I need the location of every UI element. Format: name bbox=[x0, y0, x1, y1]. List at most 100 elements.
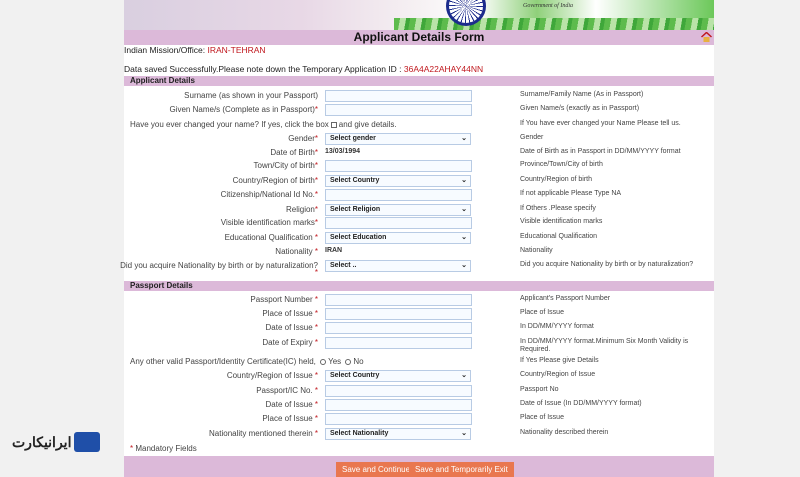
footer-bar: Save and Continue Save and Temporarily E… bbox=[124, 456, 714, 477]
hint: If Others .Please specify bbox=[520, 205, 596, 212]
page-title-bar: Applicant Details Form bbox=[124, 30, 714, 45]
row-given-name: Given Name/s (Complete as in Passport)* G… bbox=[124, 104, 714, 118]
label: Surname (as shown in your Passport) bbox=[184, 91, 318, 100]
country-birth-select[interactable]: Select Country ⌄ bbox=[325, 175, 471, 187]
mission-info: Indian Mission/Office: IRAN-TEHRAN bbox=[124, 45, 266, 55]
label: Given Name/s (Complete as in Passport)* bbox=[169, 105, 318, 114]
home-icon[interactable] bbox=[701, 32, 712, 42]
hint: In DD/MM/YYYY format bbox=[520, 323, 594, 330]
label: Religion* bbox=[285, 205, 318, 214]
application-id: 36A4A22AHAY44NN bbox=[403, 64, 484, 74]
save-exit-button[interactable]: Save and Temporarily Exit bbox=[409, 462, 514, 477]
label: Nationality mentioned therein * bbox=[209, 429, 318, 438]
hint: Nationality described therein bbox=[520, 429, 609, 436]
logo-mark-icon bbox=[74, 432, 101, 452]
chevron-down-icon: ⌄ bbox=[461, 135, 467, 142]
row-place-of-issue: Place of Issue * Place of Issue bbox=[124, 308, 714, 322]
row-passport-number: Passport Number * Applicant's Passport Nu… bbox=[124, 294, 714, 308]
row-changed-name: Have you ever changed your name? If yes,… bbox=[124, 119, 714, 133]
mission-value: IRAN-TEHRAN bbox=[207, 45, 266, 55]
hint: Educational Qualification bbox=[520, 233, 598, 240]
religion-select[interactable]: Select Religion ⌄ bbox=[325, 204, 471, 216]
hint: Passport No bbox=[520, 386, 559, 393]
label: Did you acquire Nationality by birth or … bbox=[120, 261, 318, 270]
hint: Did you acquire Nationality by birth or … bbox=[520, 261, 694, 268]
label: Place of Issue * bbox=[262, 414, 318, 423]
hint: In DD/MM/YYYY format.Minimum Six Month V… bbox=[520, 338, 689, 353]
gender-select[interactable]: Select gender ⌄ bbox=[325, 133, 471, 145]
place-of-issue-input[interactable] bbox=[325, 308, 472, 320]
label: Country/Region of Issue * bbox=[226, 371, 318, 380]
label: Educational Qualification * bbox=[224, 233, 318, 242]
label: Passport/IC No. * bbox=[256, 386, 318, 395]
row-date-of-expiry: Date of Expiry * In DD/MM/YYYY format.Min… bbox=[124, 337, 714, 353]
mandatory-text: * Mandatory Fields bbox=[130, 444, 197, 453]
value: Select Nationality bbox=[330, 430, 389, 437]
value: Select gender bbox=[330, 135, 376, 142]
hint: Given Name/s (exactly as in Passport) bbox=[520, 105, 640, 112]
ic-country-select[interactable]: Select Country ⌄ bbox=[325, 370, 471, 382]
save-message: Data saved Successfully.Please note down… bbox=[124, 64, 483, 74]
form-page: Government of India Applicant Details Fo… bbox=[120, 0, 714, 477]
given-name-input[interactable] bbox=[325, 104, 472, 116]
chevron-down-icon: ⌄ bbox=[461, 234, 467, 241]
ashoka-chakra-icon bbox=[446, 0, 486, 26]
label: Gender* bbox=[288, 134, 318, 143]
chevron-down-icon: ⌄ bbox=[461, 430, 467, 437]
row-surname: Surname (as shown in your Passport) Surna… bbox=[124, 90, 714, 104]
value: Select Country bbox=[330, 177, 380, 184]
hint: Nationality bbox=[520, 247, 553, 254]
value: Select .. bbox=[330, 262, 357, 269]
surname-input[interactable] bbox=[325, 90, 472, 102]
ic-no-input[interactable] bbox=[325, 385, 472, 397]
row-country-birth: Country/Region of birth* Select Country ⌄ C… bbox=[124, 175, 714, 189]
row-marks: Visible identification marks* Visible ide… bbox=[124, 217, 714, 231]
required-mark: * bbox=[314, 268, 318, 277]
save-text: Data saved Successfully.Please note down… bbox=[124, 64, 402, 74]
date-of-issue-input[interactable] bbox=[325, 322, 472, 334]
date-of-expiry-input[interactable] bbox=[325, 337, 472, 349]
ic-nationality-select[interactable]: Select Nationality ⌄ bbox=[325, 428, 471, 440]
ic-place-input[interactable] bbox=[325, 413, 472, 425]
row-ic-country: Country/Region of Issue * Select Country ⌄… bbox=[124, 370, 714, 384]
acquire-select[interactable]: Select .. ⌄ bbox=[325, 260, 471, 272]
row-gender: Gender* Select gender ⌄ Gender bbox=[124, 133, 714, 147]
label: Nationality * bbox=[275, 247, 318, 256]
value: Select Religion bbox=[330, 206, 381, 213]
mandatory-note: * Mandatory Fields bbox=[124, 443, 714, 457]
chevron-down-icon: ⌄ bbox=[461, 177, 467, 184]
value: Select Country bbox=[330, 372, 380, 379]
passport-number-input[interactable] bbox=[325, 294, 472, 306]
ic-date-of-issue-input[interactable] bbox=[325, 399, 472, 411]
hint: Surname/Family Name (As in Passport) bbox=[520, 91, 644, 98]
hint: Country/Region of Issue bbox=[520, 371, 596, 378]
label: Any other valid Passport/Identity Certif… bbox=[130, 357, 364, 366]
label: Town/City of birth* bbox=[253, 161, 318, 170]
other-yes-radio[interactable] bbox=[320, 358, 327, 365]
hint: Applicant's Passport Number bbox=[520, 295, 611, 302]
save-continue-button[interactable]: Save and Continue bbox=[336, 462, 417, 477]
other-no-radio[interactable] bbox=[345, 358, 352, 365]
changed-label: Have you ever changed your name? If yes,… bbox=[130, 120, 329, 129]
dob-value: 13/03/1994 bbox=[325, 148, 361, 155]
label: Country/Region of birth* bbox=[232, 176, 318, 185]
no-label: No bbox=[353, 357, 364, 366]
label: Date of Expiry * bbox=[262, 338, 318, 347]
yes-label: Yes bbox=[328, 357, 342, 366]
education-select[interactable]: Select Education ⌄ bbox=[325, 232, 471, 244]
citizenship-input[interactable] bbox=[325, 189, 472, 201]
hint: Province/Town/City of birth bbox=[520, 161, 603, 168]
hint: If Yes Please give Details bbox=[520, 357, 599, 364]
hint: Gender bbox=[520, 134, 544, 141]
hint: Place of Issue bbox=[520, 309, 564, 316]
row-ic-no: Passport/IC No. * Passport No bbox=[124, 385, 714, 399]
town-input[interactable] bbox=[325, 160, 472, 172]
hint: Date of Issue (In DD/MM/YYYY format) bbox=[520, 400, 642, 407]
value: Select Education bbox=[330, 234, 387, 241]
label: Date of Birth* bbox=[270, 148, 318, 157]
hint: If You have ever changed your Name Pleas… bbox=[520, 120, 681, 127]
row-nationality: Nationality * IRAN Nationality bbox=[124, 246, 714, 260]
marks-input[interactable] bbox=[325, 217, 472, 229]
label: Visible identification marks* bbox=[220, 218, 318, 227]
changed-name-checkbox[interactable] bbox=[330, 121, 337, 128]
